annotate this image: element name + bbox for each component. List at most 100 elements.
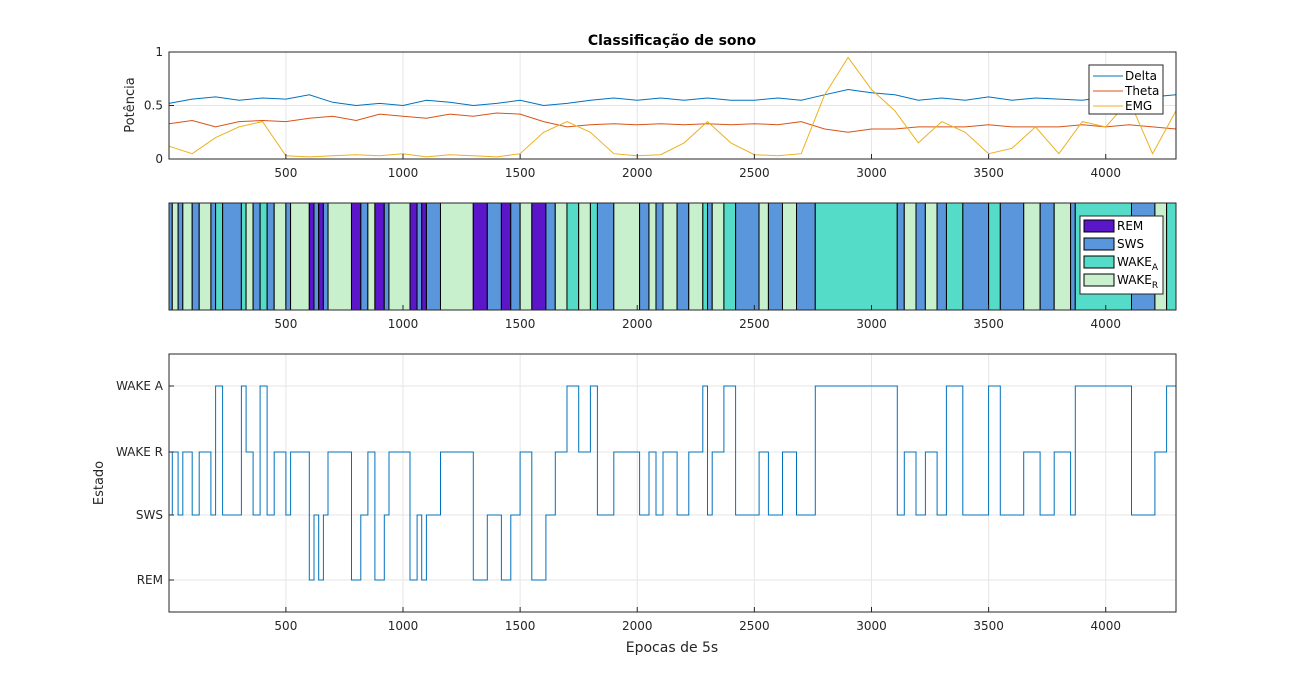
segment-rem [500,202,512,311]
hypnogram-segments [168,202,1177,311]
x-tick-label: 4000 [1090,619,1121,633]
segment-sws [915,202,926,311]
segment-sws [486,202,502,311]
segment-sws [999,202,1025,311]
segment-wake-r [327,202,352,311]
legend-label-theta: Theta [1124,84,1159,98]
segment-sws [425,202,441,311]
x-tick-label: 4000 [1090,166,1121,180]
segment-sws [285,202,292,311]
x-tick-label: 2500 [739,619,770,633]
segment-wake-r [388,202,411,311]
segment-wake-a [723,202,737,311]
segment-wake-a [702,202,709,311]
segment-rem [409,202,418,311]
segment-wake-r [613,202,641,311]
segment-rem [350,202,362,311]
x-tick-label: 1500 [505,317,536,331]
segment-rem [374,202,385,311]
x-tick-label: 500 [274,317,297,331]
segment-rem [308,202,315,311]
legend-label-emg: EMG [1125,99,1152,113]
segment-sws [639,202,650,311]
x-tick-label: 4000 [1090,317,1121,331]
segment-wake-r [273,202,287,311]
segment-wake-a [259,202,268,311]
x-tick-label: 1000 [388,166,419,180]
segment-sws [222,202,242,311]
hypnogram-bar-x-ticks: 500 1000 1500 2000 2500 3000 3500 4000 [274,305,1121,331]
segment-sws [322,202,329,311]
segment-wake-r [781,202,798,311]
segment-sws [210,202,217,311]
segment-sws [735,202,760,311]
power-plot-grid [169,51,1176,160]
state-plot: 500 1000 1500 2000 2500 3000 3500 4000 REM SWS WA… [92,353,1177,656]
segment-wake-a [589,202,598,311]
segment-wake-r [758,202,769,311]
segment-rem [531,202,547,311]
segment-rem [318,202,324,311]
segment-sws [360,202,369,311]
segment-wake-r [688,202,704,311]
x-tick-label: 2000 [622,619,653,633]
segment-wake-r [554,202,568,311]
segment-wake-r [198,202,212,311]
segment-sws [962,202,990,311]
segment-sws [596,202,615,311]
x-tick-label: 1000 [388,317,419,331]
segment-wake-r [662,202,678,311]
segment-sws [177,202,184,311]
power-plot-y-ticks: 00.51 [144,45,174,166]
state-plot-series [169,385,1176,581]
hypnogram-bar-frame [168,202,1177,311]
y-tick-label: SWS [136,508,163,522]
state-plot-frame [168,353,1177,613]
segment-wake-r [182,202,193,311]
segment-sws [896,202,905,311]
segment-wake-a [1166,202,1177,311]
x-tick-label: 1000 [388,619,419,633]
state-plot-grid [169,354,1176,612]
segment-sws [545,202,556,311]
segment-sws [767,202,783,311]
legend-label-sws: SWS [1117,237,1144,251]
segment-rem [472,202,488,311]
power-plot-series [168,56,1177,158]
power-plot-x-ticks: 500 1000 1500 2000 2500 3000 3500 4000 [274,154,1121,180]
state-y-axis-label: Estado [92,461,107,505]
segment-wake-a [215,202,224,311]
segment-wake-r [648,202,657,311]
x-tick-label: 2000 [622,317,653,331]
segment-wake-r [711,202,725,311]
segment-sws [191,202,200,311]
segment-sws [266,202,275,311]
y-tick-label: WAKE A [116,379,164,393]
segment-rem [421,202,427,311]
segment-wake-a [240,202,247,311]
segment-wake-r [439,202,474,311]
x-tick-label: 3000 [856,619,887,633]
segment-wake-a [566,202,580,311]
segment-sws [655,202,664,311]
legend-swatch-rem [1083,219,1115,233]
segment-wake-r [903,202,917,311]
y-tick-label: 0 [155,152,163,166]
segment-sws [252,202,261,311]
hypnogram-bar: 500 1000 1500 2000 2500 3000 3500 4000 REM SWS WA… [168,202,1177,331]
x-axis-label: Epocas de 5s [626,640,718,656]
state-plot-y-ticks: REM SWS WAKE R WAKE A [116,379,174,587]
y-tick-label: WAKE R [116,445,163,459]
legend-label-delta: Delta [1125,69,1157,83]
segment-wake-a [814,202,898,311]
x-tick-label: 2000 [622,166,653,180]
x-tick-label: 500 [274,166,297,180]
x-tick-label: 3500 [973,166,1004,180]
legend-label-wake-r: WAKER [1117,273,1158,291]
chart-title: Classificação de sono [588,33,757,49]
segment-wake-r [367,202,376,311]
segment-wake-a [945,202,964,311]
power-plot: 500 1000 1500 2000 2500 3000 3500 4000 00.51 Cl… [123,33,1177,180]
